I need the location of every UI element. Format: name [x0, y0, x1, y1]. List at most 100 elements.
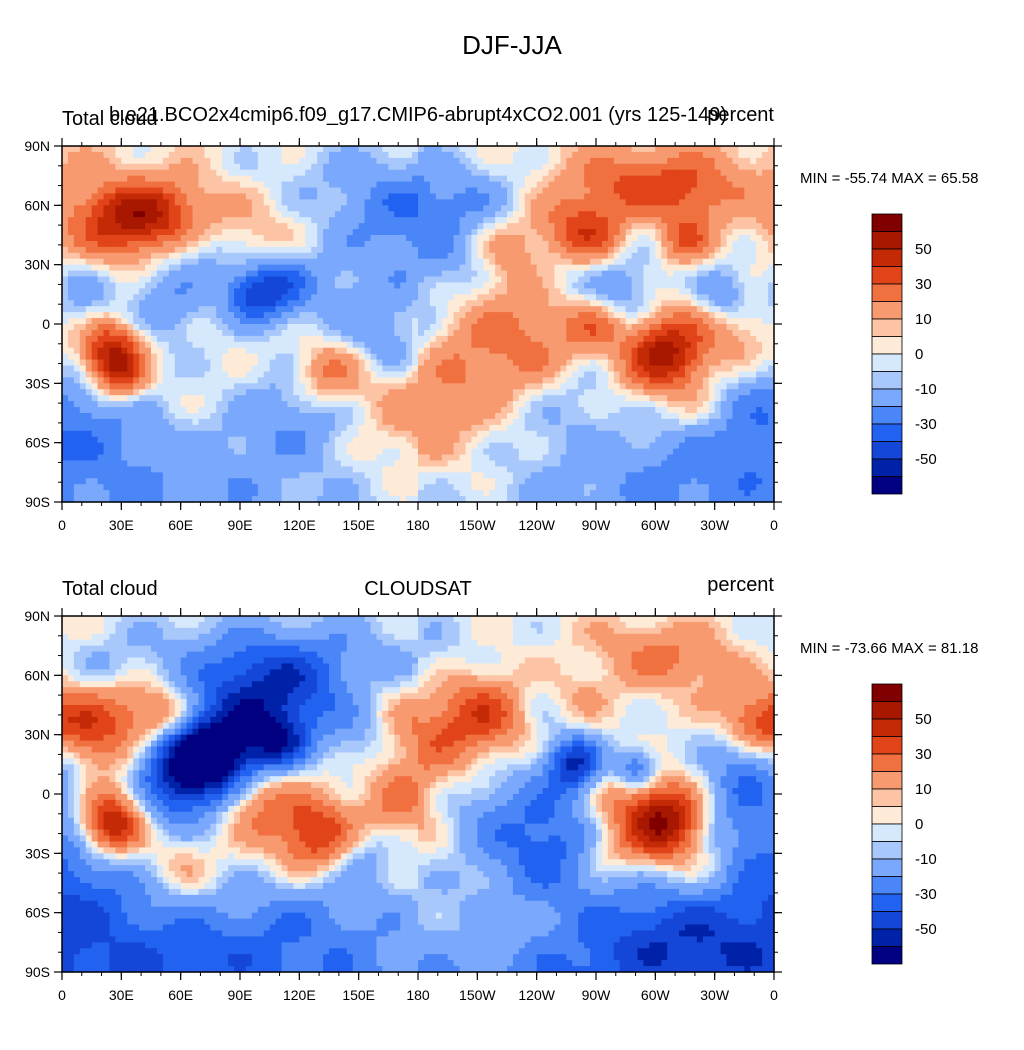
lat-tick-label: 0 — [42, 316, 50, 332]
colorbar: 50 30 10 0 -10 -30 -50 — [871, 683, 937, 965]
colorbar-swatch — [871, 736, 903, 755]
lon-tick-label: 60W — [641, 517, 671, 533]
colorbar-swatch — [871, 841, 903, 860]
lon-tick-label: 90W — [582, 517, 612, 533]
lon-tick-label: 150E — [342, 517, 375, 533]
contour-field — [62, 616, 775, 973]
lat-tick-label: 30N — [24, 727, 50, 743]
lon-tick-label: 0 — [58, 517, 66, 533]
colorbar-swatch — [871, 771, 903, 790]
colorbar-swatch — [871, 858, 903, 877]
colorbar-swatch — [871, 946, 903, 965]
colorbar-swatch — [871, 213, 903, 232]
lon-tick-label: 90W — [582, 987, 612, 1003]
colorbar-swatch — [871, 353, 903, 372]
lon-tick-label: 30E — [109, 987, 134, 1003]
contour-map: 90N 60N 30N 0 30S 60S 90S 0 30E 60E 90E 120E 150E 180… — [24, 608, 782, 1003]
colorbar-swatch — [871, 718, 903, 737]
lat-tick-label: 90N — [24, 608, 50, 624]
panel-left-label: Total cloud — [62, 578, 158, 600]
contour-map: 90N 60N 30N 0 30S 60S 90S 0 30E 60E 90E 120E 150E 180… — [24, 138, 782, 533]
colorbar-swatch — [871, 336, 903, 355]
lon-tick-label: 180 — [406, 517, 430, 533]
map-panel-cloudsat: Total cloud CLOUDSAT percent MIN = -73.6… — [0, 570, 1024, 1050]
colorbar-swatch — [871, 823, 903, 842]
colorbar-swatch — [871, 458, 903, 477]
min-max-label: MIN = -55.74 MAX = 65.58 — [800, 170, 979, 187]
lon-tick-label: 60W — [641, 987, 671, 1003]
lon-tick-label: 150W — [459, 517, 496, 533]
colorbar-swatch — [871, 301, 903, 320]
lon-tick-label: 60E — [168, 517, 193, 533]
colorbar-label: 30 — [915, 746, 932, 763]
lon-tick-label: 150W — [459, 987, 496, 1003]
colorbar-swatch — [871, 266, 903, 285]
colorbar-swatch — [871, 876, 903, 895]
map-panel-model: Total cloud b.e21.BCO2x4cmip6.f09_g17.CM… — [0, 100, 1024, 580]
colorbar-swatch — [871, 423, 903, 442]
colorbar-label: -50 — [915, 451, 937, 468]
lat-tick-label: 30S — [25, 845, 50, 861]
colorbar-swatch — [871, 388, 903, 407]
lat-tick-label: 90N — [24, 138, 50, 154]
lat-tick-label: 60S — [25, 905, 50, 921]
lat-tick-label: 60S — [25, 435, 50, 451]
panel-center-label: b.e21.BCO2x4cmip6.f09_g17.CMIP6-abrupt4x… — [108, 104, 728, 126]
panel-left-label: Total cloud — [62, 108, 158, 130]
colorbar-label: 0 — [915, 816, 923, 833]
contour-field — [62, 146, 775, 503]
colorbar-label: -10 — [915, 381, 937, 398]
colorbar-swatch — [871, 476, 903, 495]
colorbar-swatch — [871, 231, 903, 250]
colorbar-label: 10 — [915, 781, 932, 798]
lat-tick-label: 90S — [25, 964, 50, 980]
colorbar-swatch — [871, 753, 903, 772]
colorbar-label: 10 — [915, 311, 932, 328]
lon-tick-label: 30W — [700, 987, 730, 1003]
colorbar-label: 50 — [915, 241, 932, 258]
lon-tick-label: 0 — [58, 987, 66, 1003]
lon-tick-label: 180 — [406, 987, 430, 1003]
colorbar-swatch — [871, 318, 903, 337]
lon-tick-label: 150E — [342, 987, 375, 1003]
lon-tick-label: 90E — [228, 517, 253, 533]
lat-tick-label: 0 — [42, 786, 50, 802]
colorbar-swatch — [871, 441, 903, 460]
lon-tick-label: 30E — [109, 517, 134, 533]
colorbar-swatch — [871, 406, 903, 425]
lon-tick-label: 120E — [283, 517, 316, 533]
lat-tick-label: 60N — [24, 197, 50, 213]
colorbar-label: 50 — [915, 711, 932, 728]
colorbar-label: 0 — [915, 346, 923, 363]
colorbar-label: 30 — [915, 276, 932, 293]
figure-title: DJF-JJA — [462, 30, 562, 60]
colorbar-label: -50 — [915, 921, 937, 938]
colorbar-swatch — [871, 683, 903, 702]
lat-tick-label: 60N — [24, 667, 50, 683]
colorbar-swatch — [871, 806, 903, 825]
lon-tick-label: 0 — [770, 517, 778, 533]
lon-tick-label: 30W — [700, 517, 730, 533]
lon-tick-label: 120W — [518, 517, 555, 533]
colorbar-swatch — [871, 701, 903, 720]
lat-tick-label: 30S — [25, 375, 50, 391]
colorbar-swatch — [871, 911, 903, 930]
lon-tick-label: 120E — [283, 987, 316, 1003]
colorbar-swatch — [871, 788, 903, 807]
panel-units-label: percent — [707, 104, 774, 126]
panel-center-label: CLOUDSAT — [364, 578, 472, 600]
colorbar-swatch — [871, 893, 903, 912]
colorbar: 50 30 10 0 -10 -30 -50 — [871, 213, 937, 495]
lon-tick-label: 90E — [228, 987, 253, 1003]
colorbar-label: -30 — [915, 886, 937, 903]
colorbar-swatch — [871, 283, 903, 302]
lon-tick-label: 120W — [518, 987, 555, 1003]
colorbar-label: -30 — [915, 416, 937, 433]
colorbar-label: -10 — [915, 851, 937, 868]
lon-tick-label: 0 — [770, 987, 778, 1003]
lat-tick-label: 90S — [25, 494, 50, 510]
min-max-label: MIN = -73.66 MAX = 81.18 — [800, 640, 979, 657]
lat-tick-label: 30N — [24, 257, 50, 273]
panel-units-label: percent — [707, 574, 774, 596]
colorbar-swatch — [871, 248, 903, 267]
